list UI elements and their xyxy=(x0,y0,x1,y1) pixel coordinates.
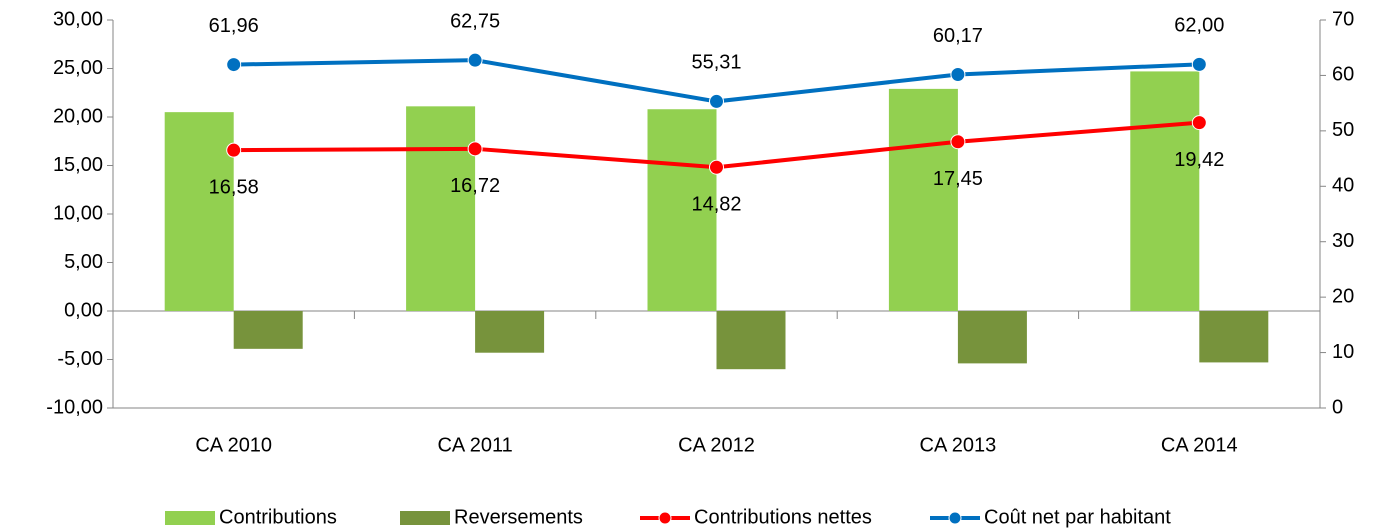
legend-label: Contributions xyxy=(219,506,337,528)
marker xyxy=(950,134,966,150)
x-tick-label: CA 2014 xyxy=(1161,434,1238,456)
bar xyxy=(1199,311,1269,363)
bar xyxy=(164,112,234,312)
y-tick-label: 0,00 xyxy=(64,299,103,321)
y2-tick-label: 10 xyxy=(1332,341,1354,363)
legend-swatch xyxy=(165,511,215,525)
y2-tick-label: 60 xyxy=(1332,64,1354,86)
x-tick-label: CA 2011 xyxy=(437,434,512,456)
bar xyxy=(888,88,958,312)
data-label: 14,82 xyxy=(691,194,741,216)
marker xyxy=(226,142,242,158)
y-tick-label: -5,00 xyxy=(57,348,103,370)
y-tick-label: 20,00 xyxy=(53,105,103,127)
y2-tick-label: 70 xyxy=(1332,8,1354,30)
data-label: 16,72 xyxy=(450,175,500,197)
y-tick-label: 15,00 xyxy=(53,154,103,176)
legend-swatch xyxy=(400,511,450,525)
legend-label: Reversements xyxy=(454,506,583,528)
legend-marker xyxy=(948,511,962,525)
marker xyxy=(1191,56,1207,72)
x-tick-label: CA 2010 xyxy=(195,434,272,456)
y-tick-label: 30,00 xyxy=(53,8,103,30)
data-label: 55,31 xyxy=(691,52,741,74)
bar xyxy=(233,311,303,349)
legend-marker xyxy=(658,511,672,525)
legend-label: Contributions nettes xyxy=(694,506,872,528)
marker xyxy=(226,57,242,73)
x-tick-label: CA 2012 xyxy=(678,434,755,456)
marker xyxy=(950,66,966,82)
y-tick-label: -10,00 xyxy=(46,396,103,418)
marker xyxy=(709,93,724,109)
y-tick-label: 25,00 xyxy=(53,57,103,79)
bar xyxy=(957,311,1027,364)
legend-label: Coût net par habitant xyxy=(984,506,1171,528)
data-label: 61,96 xyxy=(209,15,259,37)
bar xyxy=(475,311,545,353)
data-label: 17,45 xyxy=(933,168,983,190)
marker xyxy=(709,159,724,175)
data-label: 60,17 xyxy=(933,25,983,47)
marker xyxy=(467,52,483,68)
y2-tick-label: 40 xyxy=(1332,175,1354,197)
data-label: 62,00 xyxy=(1174,15,1224,37)
y2-tick-label: 30 xyxy=(1332,230,1354,252)
marker xyxy=(1191,115,1207,131)
data-label: 62,75 xyxy=(450,10,500,32)
y2-tick-label: 50 xyxy=(1332,119,1354,141)
bar xyxy=(716,311,786,370)
bar xyxy=(647,109,717,312)
bar xyxy=(406,106,476,311)
bar xyxy=(1130,71,1200,311)
y2-tick-label: 20 xyxy=(1332,285,1354,307)
x-tick-label: CA 2013 xyxy=(920,434,997,456)
y-tick-label: 5,00 xyxy=(64,251,103,273)
marker xyxy=(467,141,483,157)
data-label: 19,42 xyxy=(1174,149,1224,171)
data-label: 16,58 xyxy=(209,176,259,198)
y2-tick-label: 0 xyxy=(1332,396,1343,418)
y-tick-label: 10,00 xyxy=(53,202,103,224)
